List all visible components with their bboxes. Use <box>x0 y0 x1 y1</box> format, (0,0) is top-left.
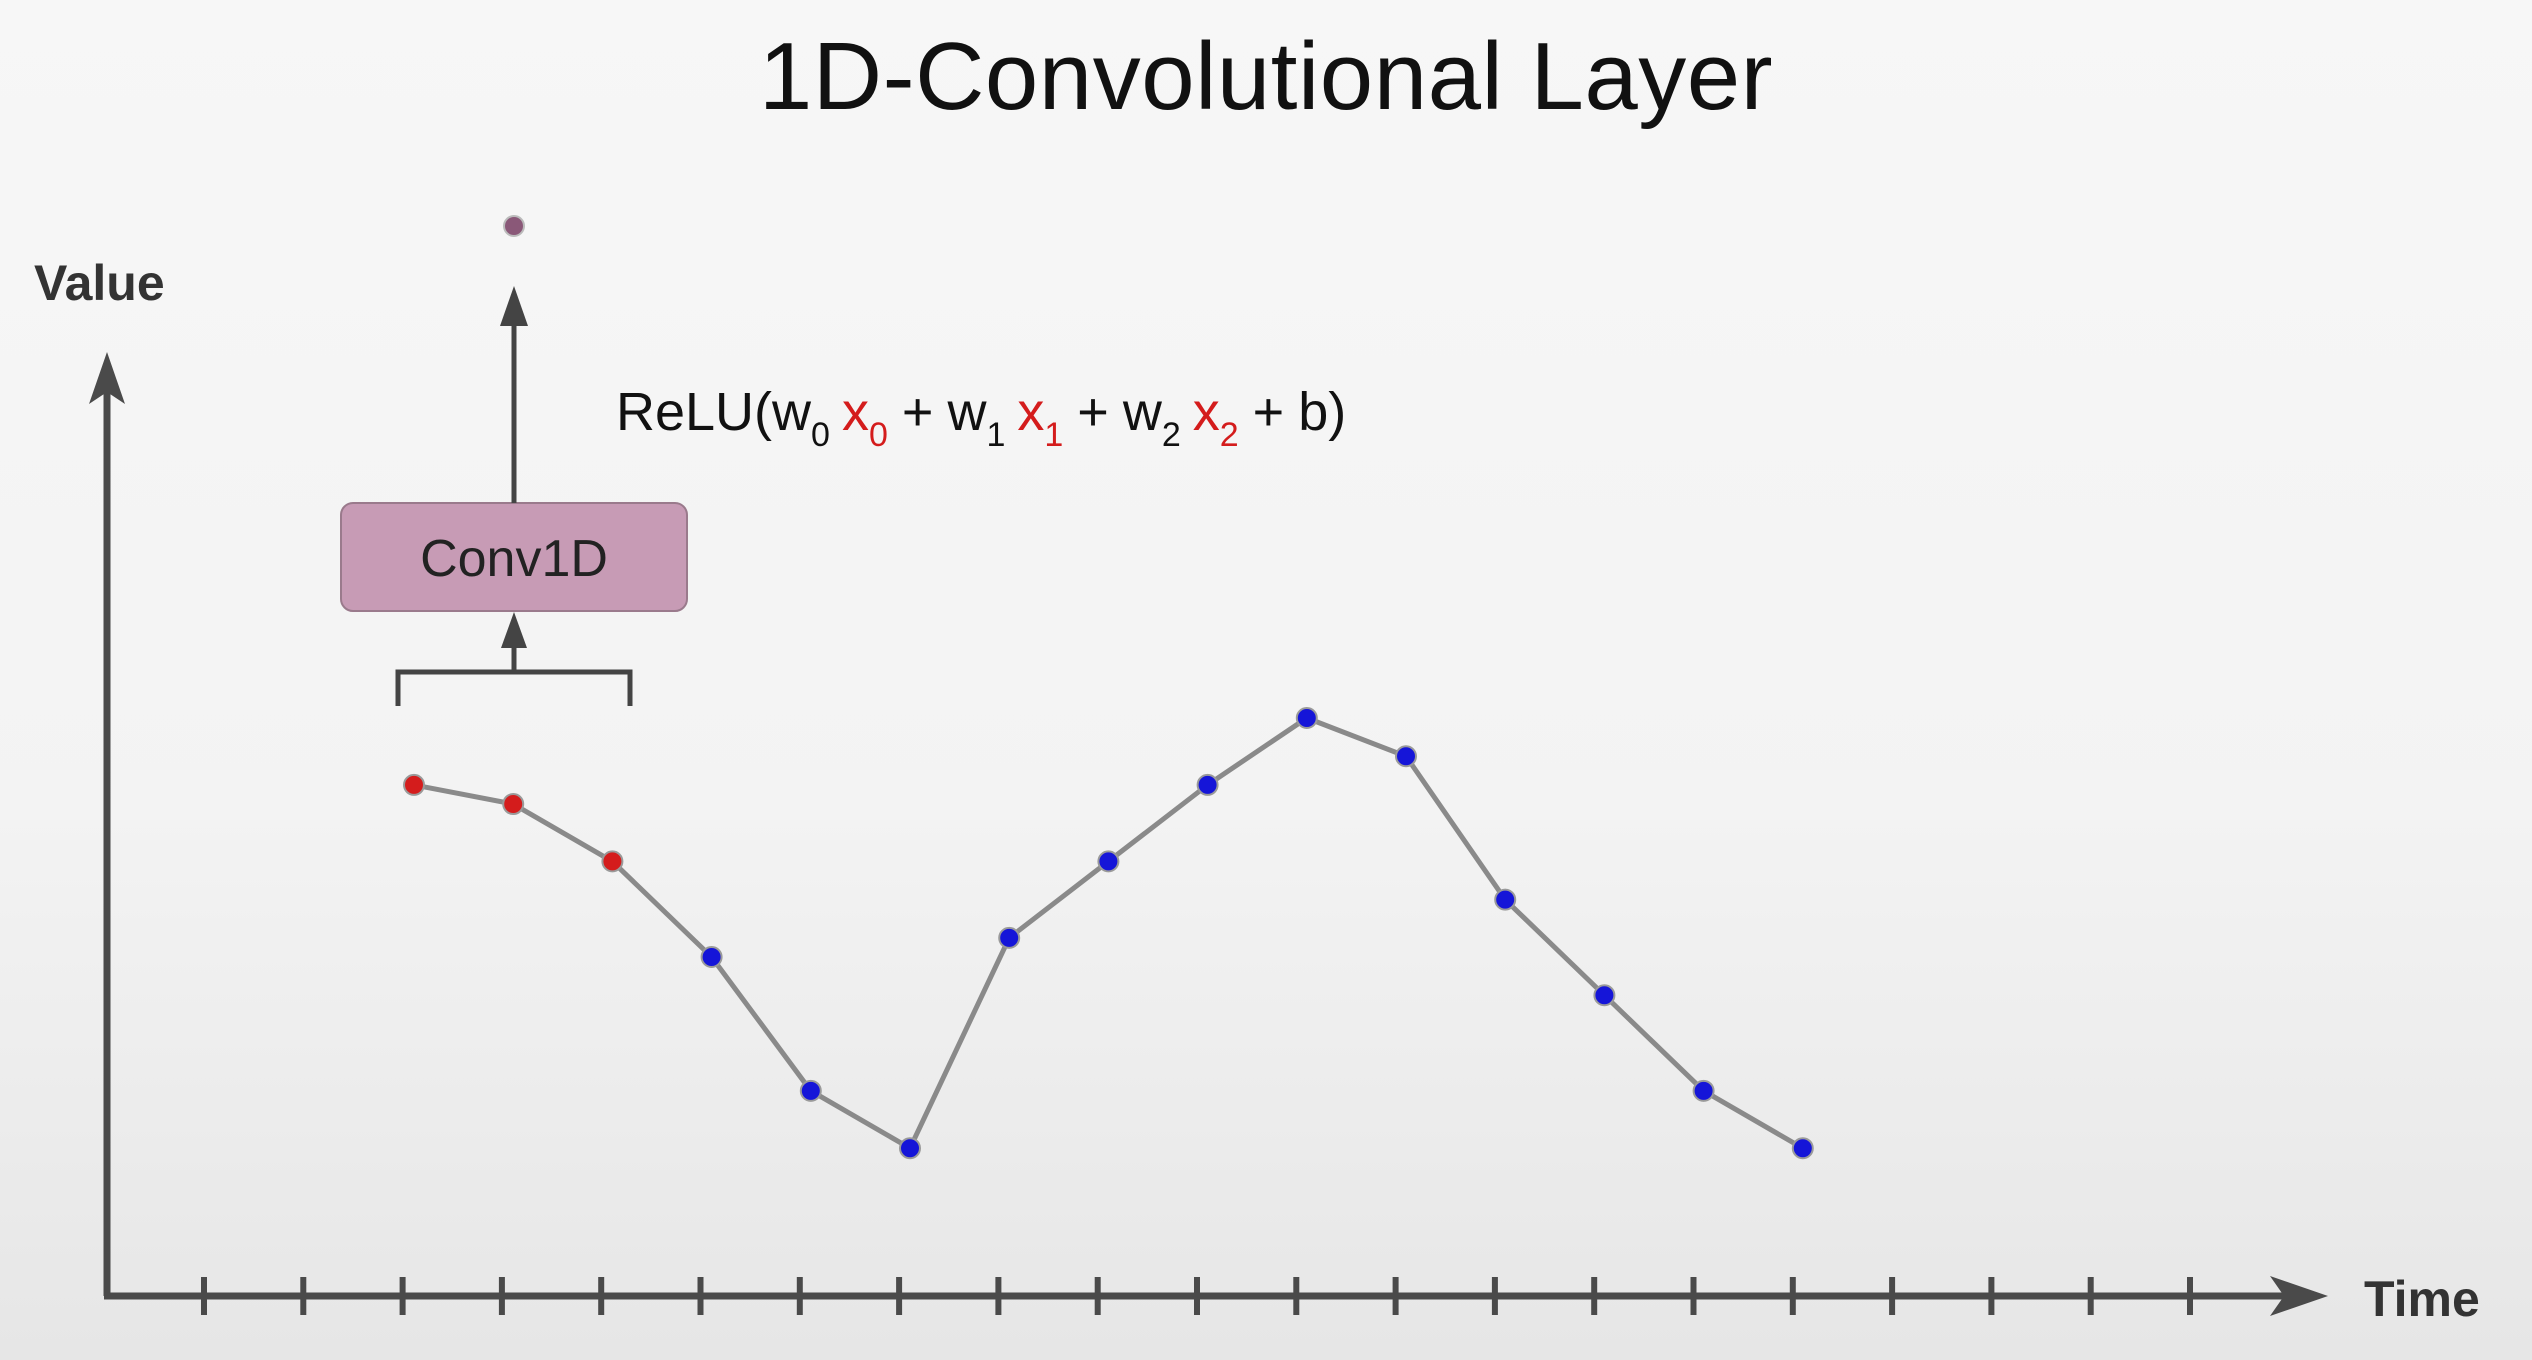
formula-plus-2: + <box>1077 382 1109 442</box>
formula-w1: w <box>946 382 987 442</box>
data-point <box>700 946 723 968</box>
window-data-point <box>403 773 425 796</box>
data-point <box>899 1137 921 1160</box>
formula-w0-sub: 0 <box>811 416 830 454</box>
window-data-point <box>502 793 525 816</box>
formula-x2: x <box>1193 382 1220 442</box>
window-bracket <box>395 669 633 706</box>
x-axis-arrowhead <box>2270 1276 2328 1316</box>
series-points <box>403 707 1814 1160</box>
formula-w2-sub: 2 <box>1162 416 1181 454</box>
formula-x0-sub: 0 <box>869 416 888 454</box>
formula-bias: b <box>1298 382 1328 442</box>
formula-prefix: ReLU( <box>616 382 772 442</box>
data-point <box>1196 773 1219 796</box>
x-axis-ticks <box>201 1277 2193 1315</box>
y-axis-label: Value <box>34 255 165 311</box>
data-point <box>1791 1137 1814 1160</box>
data-point <box>998 926 1021 949</box>
series-line <box>413 715 1805 1151</box>
window-data-point <box>601 850 624 873</box>
data-point <box>1692 1079 1715 1102</box>
formula-plus-3: + <box>1253 382 1285 442</box>
page-title: 1D-Convolutional Layer <box>758 23 1774 130</box>
input-arrow-head <box>501 612 527 648</box>
formula-x1-sub: 1 <box>1044 416 1063 454</box>
conv1d-label: Conv1D <box>420 530 608 588</box>
data-point <box>1395 745 1417 768</box>
data-point <box>1494 888 1517 911</box>
formula-w0: w <box>771 382 812 442</box>
axes <box>89 352 2328 1316</box>
relu-formula: ReLU(w0 x0 + w1 x1 + w2 x2 + b) <box>616 382 1346 454</box>
formula-w1-sub: 1 <box>986 416 1005 454</box>
formula-suffix: ) <box>1328 382 1346 442</box>
data-point <box>1593 984 1616 1007</box>
data-point <box>1295 707 1318 729</box>
formula-x2-sub: 2 <box>1220 416 1239 454</box>
output-arrow-head <box>500 286 528 326</box>
data-point <box>799 1079 822 1102</box>
data-point <box>1097 850 1120 873</box>
formula-w2: w <box>1122 382 1163 442</box>
formula-plus-1: + <box>902 382 934 442</box>
formula-x1: x <box>1017 382 1044 442</box>
x-axis-label: Time <box>2364 1271 2480 1327</box>
formula-x0: x <box>842 382 869 442</box>
y-axis-arrowhead <box>89 352 125 404</box>
series-polyline <box>413 715 1805 1151</box>
output-point <box>503 215 525 237</box>
